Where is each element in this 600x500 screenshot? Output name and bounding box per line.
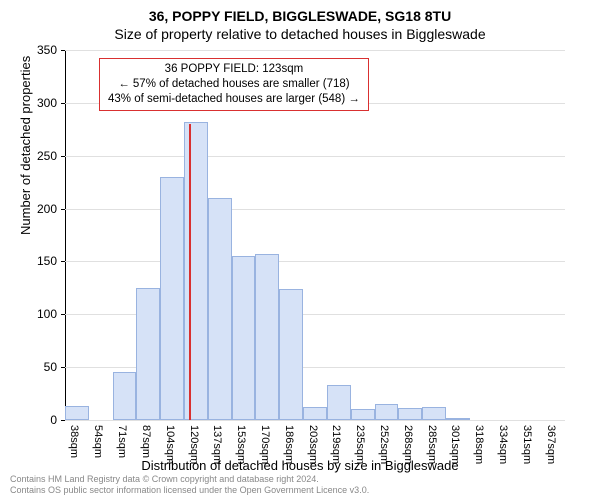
histogram-bar bbox=[327, 385, 351, 420]
title-subtitle: Size of property relative to detached ho… bbox=[0, 26, 600, 42]
ytick-label: 350 bbox=[27, 43, 57, 57]
histogram-bar bbox=[113, 372, 137, 420]
gridline bbox=[65, 50, 565, 51]
chart-container: 36, POPPY FIELD, BIGGLESWADE, SG18 8TU S… bbox=[0, 0, 600, 500]
xtick-label: 38sqm bbox=[68, 425, 80, 458]
histogram-bar bbox=[303, 407, 327, 420]
subject-marker-line bbox=[189, 124, 191, 420]
xtick-label: 87sqm bbox=[140, 425, 152, 458]
histogram-bar bbox=[375, 404, 399, 420]
ytick-mark bbox=[61, 50, 65, 51]
histogram-bar bbox=[65, 406, 89, 420]
ytick-label: 250 bbox=[27, 149, 57, 163]
ytick-label: 200 bbox=[27, 202, 57, 216]
annotation-line: ← 57% of detached houses are smaller (71… bbox=[108, 77, 360, 92]
ytick-label: 300 bbox=[27, 96, 57, 110]
xtick-label: 54sqm bbox=[92, 425, 104, 458]
title-address: 36, POPPY FIELD, BIGGLESWADE, SG18 8TU bbox=[0, 8, 600, 24]
xtick-label: 71sqm bbox=[116, 425, 128, 458]
ytick-label: 0 bbox=[27, 413, 57, 427]
histogram-bar bbox=[255, 254, 279, 420]
ytick-label: 100 bbox=[27, 307, 57, 321]
histogram-bar bbox=[184, 122, 208, 420]
annotation-line: 36 POPPY FIELD: 123sqm bbox=[108, 62, 360, 77]
chart-area: 05010015020025030035038sqm54sqm71sqm87sq… bbox=[65, 50, 565, 420]
histogram-bar bbox=[446, 418, 470, 420]
histogram-bar bbox=[398, 408, 422, 420]
footer-attribution: Contains HM Land Registry data © Crown c… bbox=[10, 474, 369, 496]
gridline bbox=[65, 156, 565, 157]
ytick-mark bbox=[61, 314, 65, 315]
footer-line2: Contains OS public sector information li… bbox=[10, 485, 369, 496]
x-axis-label: Distribution of detached houses by size … bbox=[0, 458, 600, 473]
histogram-bar bbox=[351, 409, 375, 420]
histogram-bar bbox=[208, 198, 232, 420]
histogram-bar bbox=[279, 289, 303, 420]
plot-region: 05010015020025030035038sqm54sqm71sqm87sq… bbox=[65, 50, 565, 420]
histogram-bar bbox=[232, 256, 256, 420]
histogram-bar bbox=[160, 177, 184, 420]
y-axis-line bbox=[65, 50, 66, 420]
ytick-mark bbox=[61, 367, 65, 368]
ytick-label: 150 bbox=[27, 254, 57, 268]
ytick-label: 50 bbox=[27, 360, 57, 374]
gridline bbox=[65, 261, 565, 262]
gridline bbox=[65, 420, 565, 421]
ytick-mark bbox=[61, 209, 65, 210]
gridline bbox=[65, 209, 565, 210]
annotation-line: 43% of semi-detached houses are larger (… bbox=[108, 92, 360, 107]
histogram-bar bbox=[136, 288, 160, 420]
ytick-mark bbox=[61, 261, 65, 262]
histogram-bar bbox=[422, 407, 446, 420]
annotation-box: 36 POPPY FIELD: 123sqm← 57% of detached … bbox=[99, 58, 369, 111]
ytick-mark bbox=[61, 420, 65, 421]
ytick-mark bbox=[61, 156, 65, 157]
footer-line1: Contains HM Land Registry data © Crown c… bbox=[10, 474, 369, 485]
ytick-mark bbox=[61, 103, 65, 104]
